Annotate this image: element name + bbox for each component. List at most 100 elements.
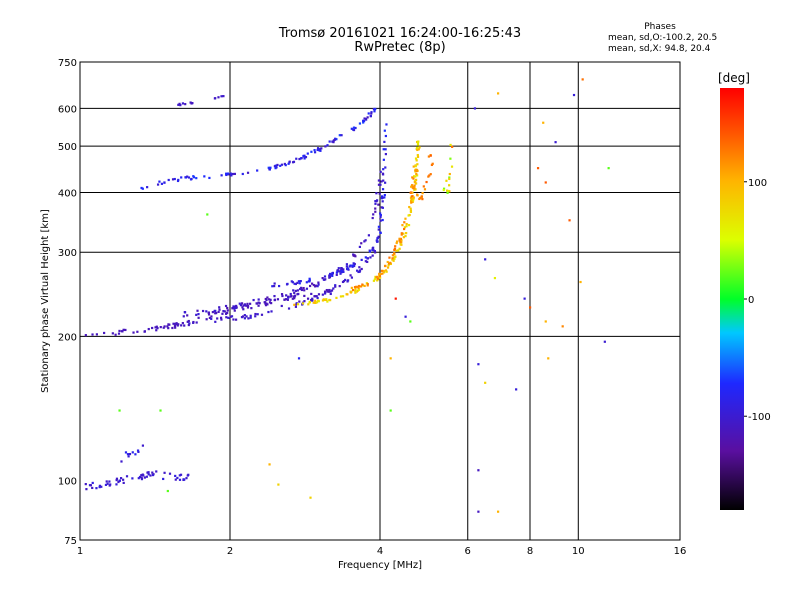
echo-point <box>264 301 267 304</box>
echo-point <box>413 181 416 184</box>
echo-point <box>84 483 87 486</box>
echo-point <box>302 154 305 158</box>
echo-point <box>250 307 253 310</box>
echo-point <box>245 315 248 318</box>
echo-point <box>192 321 195 324</box>
echo-point <box>125 475 129 478</box>
echo-point <box>391 258 394 261</box>
x-tick-label: 2 <box>227 546 233 557</box>
colorbar-tick-label: 0 <box>748 295 754 306</box>
echo-point <box>331 272 334 275</box>
phase-statistics: Phases mean, sd,O:-100.2, 20.5 mean, sd,… <box>608 22 717 55</box>
echo-point <box>332 141 335 144</box>
echo-point <box>414 157 418 160</box>
echo-point <box>316 148 319 152</box>
echo-point <box>149 474 152 477</box>
colorbar-ticks: 100 0 -100 <box>744 178 771 423</box>
echo-point <box>137 450 140 453</box>
echo-point <box>233 309 236 312</box>
echo-point <box>429 173 432 176</box>
echo-point <box>296 289 299 292</box>
echo-point <box>313 149 316 152</box>
echo-point <box>254 315 257 318</box>
echo-point <box>544 181 547 184</box>
echo-point <box>354 287 357 290</box>
echo-point <box>203 175 206 178</box>
echo-point <box>327 290 330 293</box>
echo-point <box>156 327 159 330</box>
echo-point <box>382 168 385 171</box>
echo-point <box>409 209 413 212</box>
echo-point <box>332 287 335 290</box>
echo-point <box>450 165 454 168</box>
echo-point <box>328 275 331 278</box>
echo-point <box>376 275 379 278</box>
echo-point <box>98 484 102 487</box>
echo-point <box>255 302 258 305</box>
echo-point <box>414 165 417 168</box>
echo-point <box>294 305 298 308</box>
echo-point <box>345 265 348 268</box>
echo-point <box>603 340 606 343</box>
echo-point <box>331 274 334 277</box>
echo-point <box>382 179 385 182</box>
echo-point <box>384 269 388 272</box>
phase-colorbar <box>720 88 744 510</box>
echo-point <box>395 241 398 245</box>
echo-point <box>416 155 420 158</box>
echo-point <box>405 232 408 235</box>
echo-point <box>383 140 386 143</box>
echo-point <box>389 262 392 266</box>
echo-point <box>338 270 341 273</box>
echo-point <box>409 196 413 199</box>
echo-point <box>358 269 362 272</box>
echo-point <box>276 163 279 167</box>
echo-point <box>451 145 454 148</box>
echo-point <box>181 102 185 105</box>
echo-point <box>246 171 250 174</box>
echo-point <box>215 311 218 315</box>
echo-point <box>226 306 229 310</box>
echo-point <box>308 280 311 283</box>
echo-point <box>264 304 268 307</box>
echo-point <box>242 308 245 311</box>
echo-point <box>394 255 397 258</box>
phase-statistics-x-mode: mean, sd,X: 94.8, 20.4 <box>608 44 711 54</box>
echo-point <box>126 453 130 456</box>
echo-point <box>213 309 216 313</box>
echo-point <box>364 260 367 263</box>
echo-point <box>355 269 359 272</box>
echo-point <box>186 314 189 317</box>
echo-point <box>195 177 198 180</box>
echo-point <box>353 286 357 289</box>
echo-point <box>373 108 376 111</box>
echo-point <box>156 183 160 186</box>
echo-point <box>353 262 356 266</box>
echo-point <box>415 178 418 181</box>
echo-point <box>423 188 427 191</box>
echo-point <box>317 299 320 302</box>
echo-point <box>143 330 146 333</box>
echo-point <box>171 178 175 181</box>
echo-point <box>314 299 317 302</box>
echo-point <box>305 281 308 284</box>
echo-point <box>311 282 314 285</box>
echo-point <box>389 409 392 412</box>
echo-point <box>449 143 452 147</box>
echo-point <box>234 318 238 321</box>
echo-point <box>234 306 237 310</box>
echo-point <box>217 310 220 313</box>
echo-point <box>222 95 225 98</box>
echo-point <box>201 309 205 313</box>
echo-point <box>306 297 310 300</box>
echo-point <box>360 242 363 245</box>
echo-point <box>374 207 377 210</box>
echo-point <box>377 228 380 231</box>
echo-point <box>561 325 564 328</box>
echo-point <box>245 304 248 307</box>
echo-point <box>301 302 305 305</box>
echo-point <box>177 323 180 326</box>
echo-point <box>141 187 144 190</box>
echo-point <box>167 323 170 326</box>
echo-point <box>373 110 376 113</box>
